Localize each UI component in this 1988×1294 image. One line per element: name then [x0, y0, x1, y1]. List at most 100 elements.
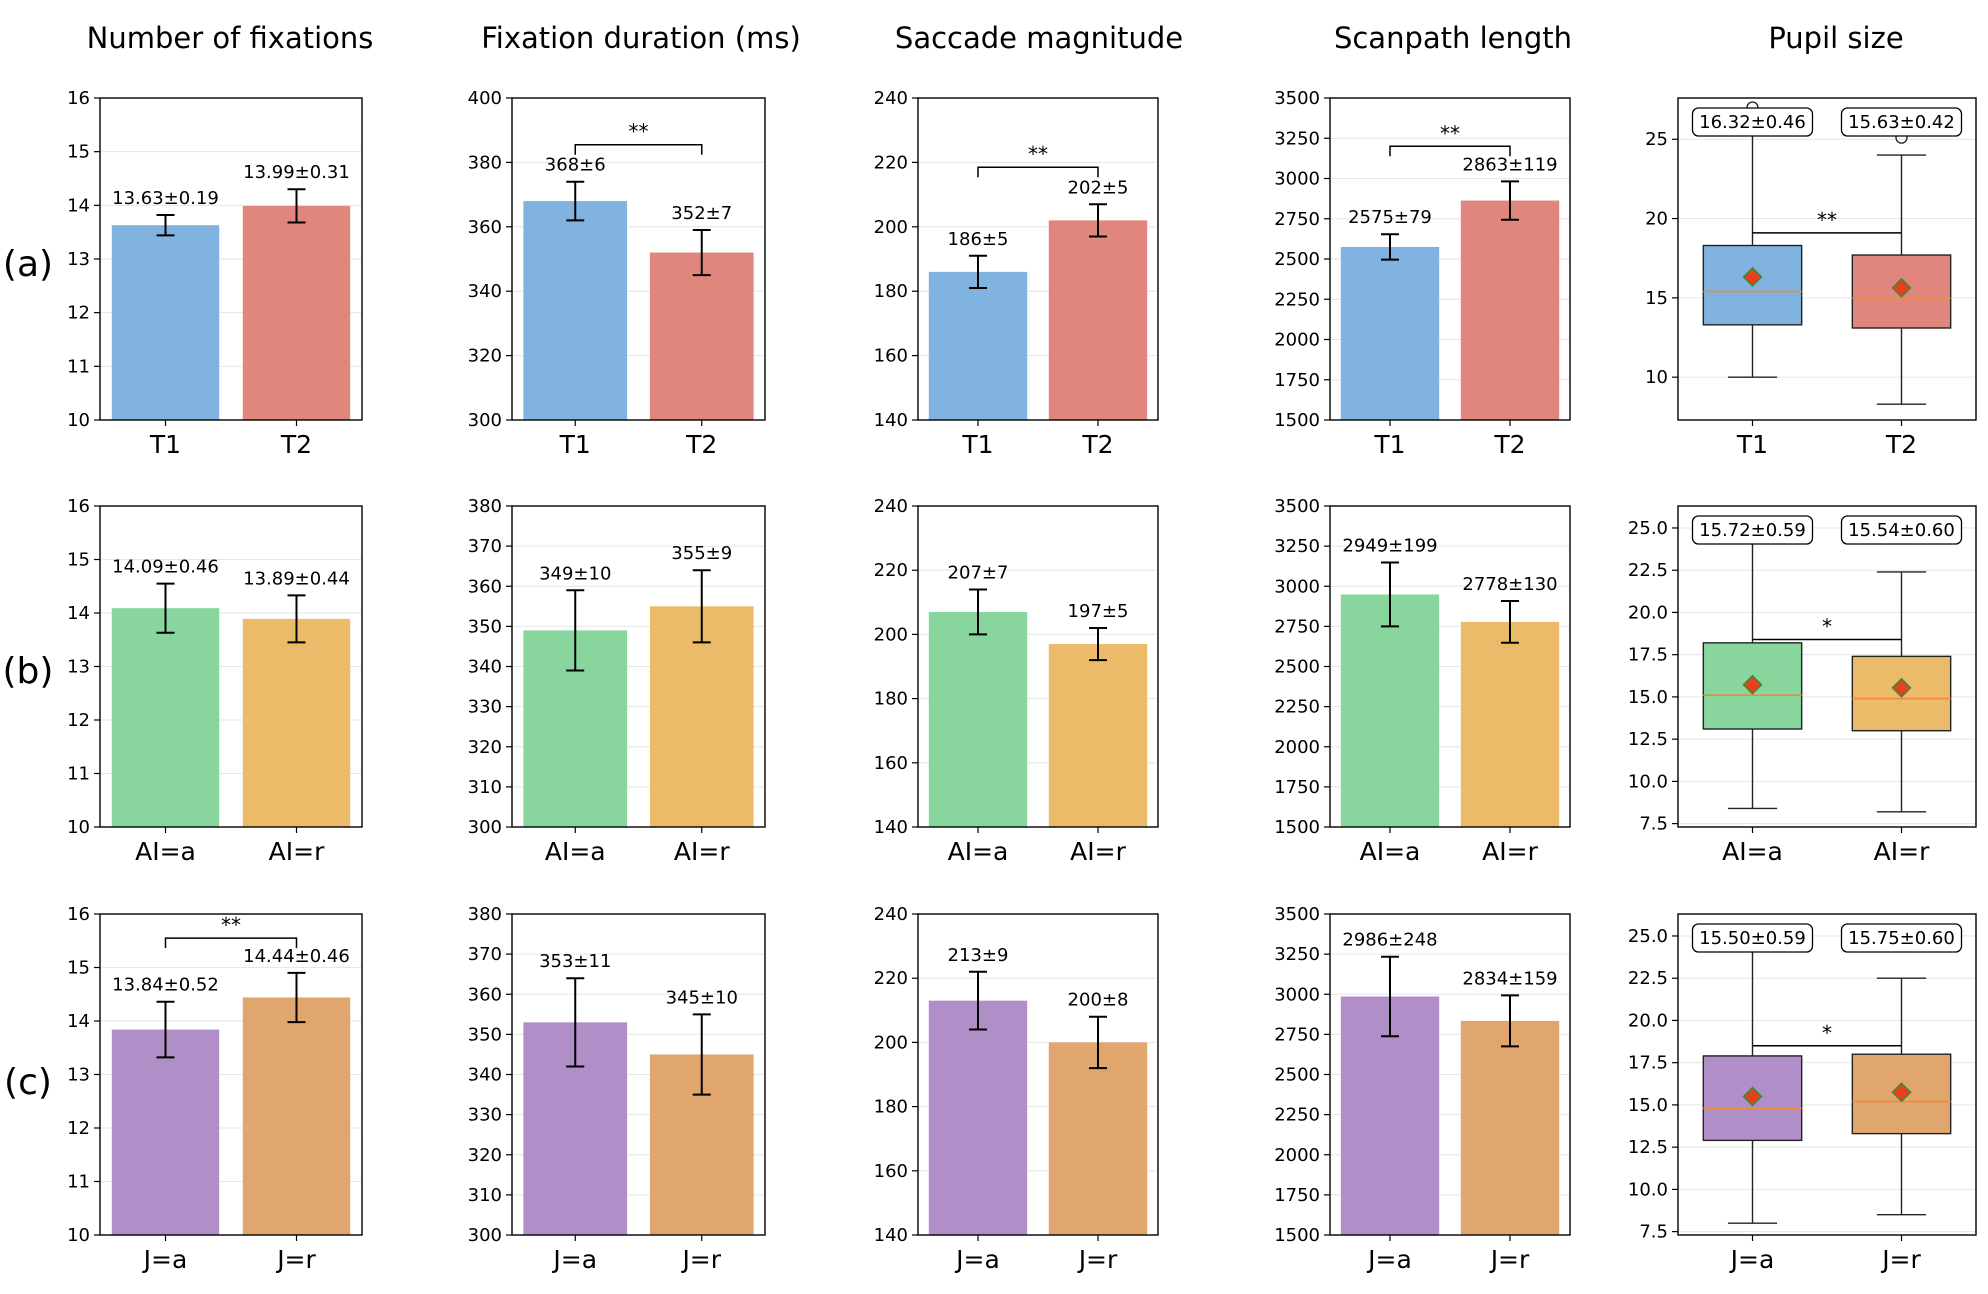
mean-label-box: [1691, 107, 1814, 137]
significance-bracket: [977, 166, 1099, 178]
y-tick-label: 340: [468, 281, 502, 302]
y-tick-label: 320: [468, 1145, 502, 1166]
significance-label: *: [1822, 1021, 1832, 1045]
y-tick-label: 330: [468, 697, 502, 718]
y-tick-label: 160: [874, 753, 908, 774]
bar: [649, 252, 754, 420]
significance-label: **: [629, 120, 649, 144]
y-tick-label: 11: [67, 1172, 90, 1193]
y-tick-label: 310: [468, 777, 502, 798]
axes-frame: [511, 505, 766, 828]
y-tick-label: 14: [67, 1011, 90, 1032]
significance-bracket: [1389, 145, 1511, 157]
y-tick-label: 14: [67, 603, 90, 624]
y-tick-label: 10: [67, 410, 90, 431]
column-title: Saccade magnitude: [895, 21, 1183, 55]
mean-label: 16.32±0.46: [1699, 112, 1806, 133]
axes-frame: [1329, 97, 1571, 421]
axes-frame: [1329, 505, 1571, 828]
box: [1702, 244, 1803, 326]
significance-bracket: [164, 937, 298, 949]
y-tick-label: 2750: [1274, 209, 1320, 230]
mean-label: 15.63±0.42: [1848, 112, 1955, 133]
y-tick-label: 2000: [1274, 1145, 1320, 1166]
y-tick-label: 17.5: [1628, 1053, 1668, 1074]
data-label: 13.99±0.31: [243, 162, 350, 183]
y-tick-label: 300: [468, 1225, 502, 1246]
bar: [1340, 594, 1440, 827]
row-labels: (a) (b) (c): [3, 244, 54, 1103]
panel-1-0: 10 11 12 13 14 15 16 14.09±0.46 13.89±0.44 AI=a AI…: [67, 496, 363, 866]
mean-label: 15.75±0.60: [1848, 928, 1955, 949]
x-tick-label: J=a: [1366, 1245, 1412, 1274]
x-tick-label: J=r: [680, 1245, 721, 1274]
y-tick-label: 340: [468, 657, 502, 678]
y-tick-label: 16: [67, 88, 90, 109]
row-label: (b): [3, 651, 54, 692]
y-tick-label: 200: [874, 1032, 908, 1053]
bar: [111, 1029, 220, 1235]
axes-frame: [917, 97, 1159, 421]
y-tick-label: 3000: [1274, 984, 1320, 1005]
panel-0-1: 300 320 340 360 380 400 368±6 352±7 ** T1 T2: [468, 88, 766, 459]
panel-2-1: 300 310 320 330 340 350 360 370 380 353±11 345±10 J…: [468, 904, 766, 1274]
x-tick-label: T2: [685, 430, 717, 459]
y-tick-label: 2750: [1274, 616, 1320, 637]
x-tick-label: AI=r: [269, 837, 325, 866]
y-tick-label: 160: [874, 1161, 908, 1182]
y-tick-label: 180: [874, 1097, 908, 1118]
bar: [1340, 246, 1440, 420]
y-tick-label: 400: [468, 88, 502, 109]
column-title: Number of fixations: [87, 21, 374, 55]
y-tick-label: 310: [468, 1185, 502, 1206]
x-tick-label: J=r: [1880, 1245, 1921, 1274]
y-tick-label: 340: [468, 1065, 502, 1086]
y-tick-label: 300: [468, 410, 502, 431]
bar: [1048, 644, 1148, 827]
x-tick-label: AI=a: [135, 837, 196, 866]
data-label: 200±8: [1068, 990, 1129, 1011]
column-title: Scanpath length: [1334, 21, 1572, 55]
y-tick-label: 1500: [1274, 410, 1320, 431]
y-tick-label: 12: [67, 710, 90, 731]
y-tick-label: 25: [1645, 129, 1668, 150]
row-label: (a): [3, 244, 53, 285]
panel-2-3: 1500 1750 2000 2250 2500 2750 3000 3250 3500 2986…: [1274, 904, 1571, 1274]
y-tick-label: 13: [67, 249, 90, 270]
bar: [523, 201, 628, 420]
y-tick-label: 22.5: [1628, 560, 1668, 581]
x-tick-label: AI=r: [674, 837, 730, 866]
x-tick-label: J=r: [1077, 1245, 1118, 1274]
mean-marker: [1891, 677, 1912, 698]
axes-frame: [1677, 97, 1977, 421]
y-tick-label: 20: [1645, 209, 1668, 230]
x-tick-label: AI=a: [545, 837, 606, 866]
y-tick-label: 350: [468, 616, 502, 637]
y-tick-label: 14: [67, 195, 90, 216]
y-tick-label: 2250: [1274, 289, 1320, 310]
y-tick-label: 360: [468, 576, 502, 597]
y-tick-label: 10.0: [1628, 771, 1668, 792]
x-tick-label: AI=r: [1874, 837, 1930, 866]
y-tick-label: 1750: [1274, 1185, 1320, 1206]
axes-frame: [1329, 913, 1571, 1236]
y-tick-label: 320: [468, 737, 502, 758]
axes-frame: [1677, 913, 1977, 1236]
panel-1-4: 7.5 10.0 12.5 15.0 17.5 20.0 22.5 25.0 15.72±0.5…: [1628, 505, 1977, 866]
y-tick-label: 3000: [1274, 169, 1320, 190]
y-tick-label: 11: [67, 764, 90, 785]
y-tick-label: 320: [468, 346, 502, 367]
mean-label-box: [1691, 923, 1814, 953]
x-tick-label: AI=a: [1722, 837, 1783, 866]
row-label: (c): [4, 1062, 52, 1103]
x-tick-label: T1: [961, 430, 993, 459]
column-titles: Number of fixations Fixation duration (m…: [87, 21, 1904, 55]
mean-label: 15.54±0.60: [1848, 520, 1955, 541]
data-label: 213±9: [948, 945, 1009, 966]
significance-label: **: [221, 913, 241, 937]
panel-0-4: 10 15 20 25 16.32±0.46 15.63±0.42 ** T1 T2: [1645, 97, 1977, 459]
y-tick-label: 16: [67, 904, 90, 925]
y-tick-label: 3250: [1274, 944, 1320, 965]
mean-marker: [1742, 674, 1763, 695]
